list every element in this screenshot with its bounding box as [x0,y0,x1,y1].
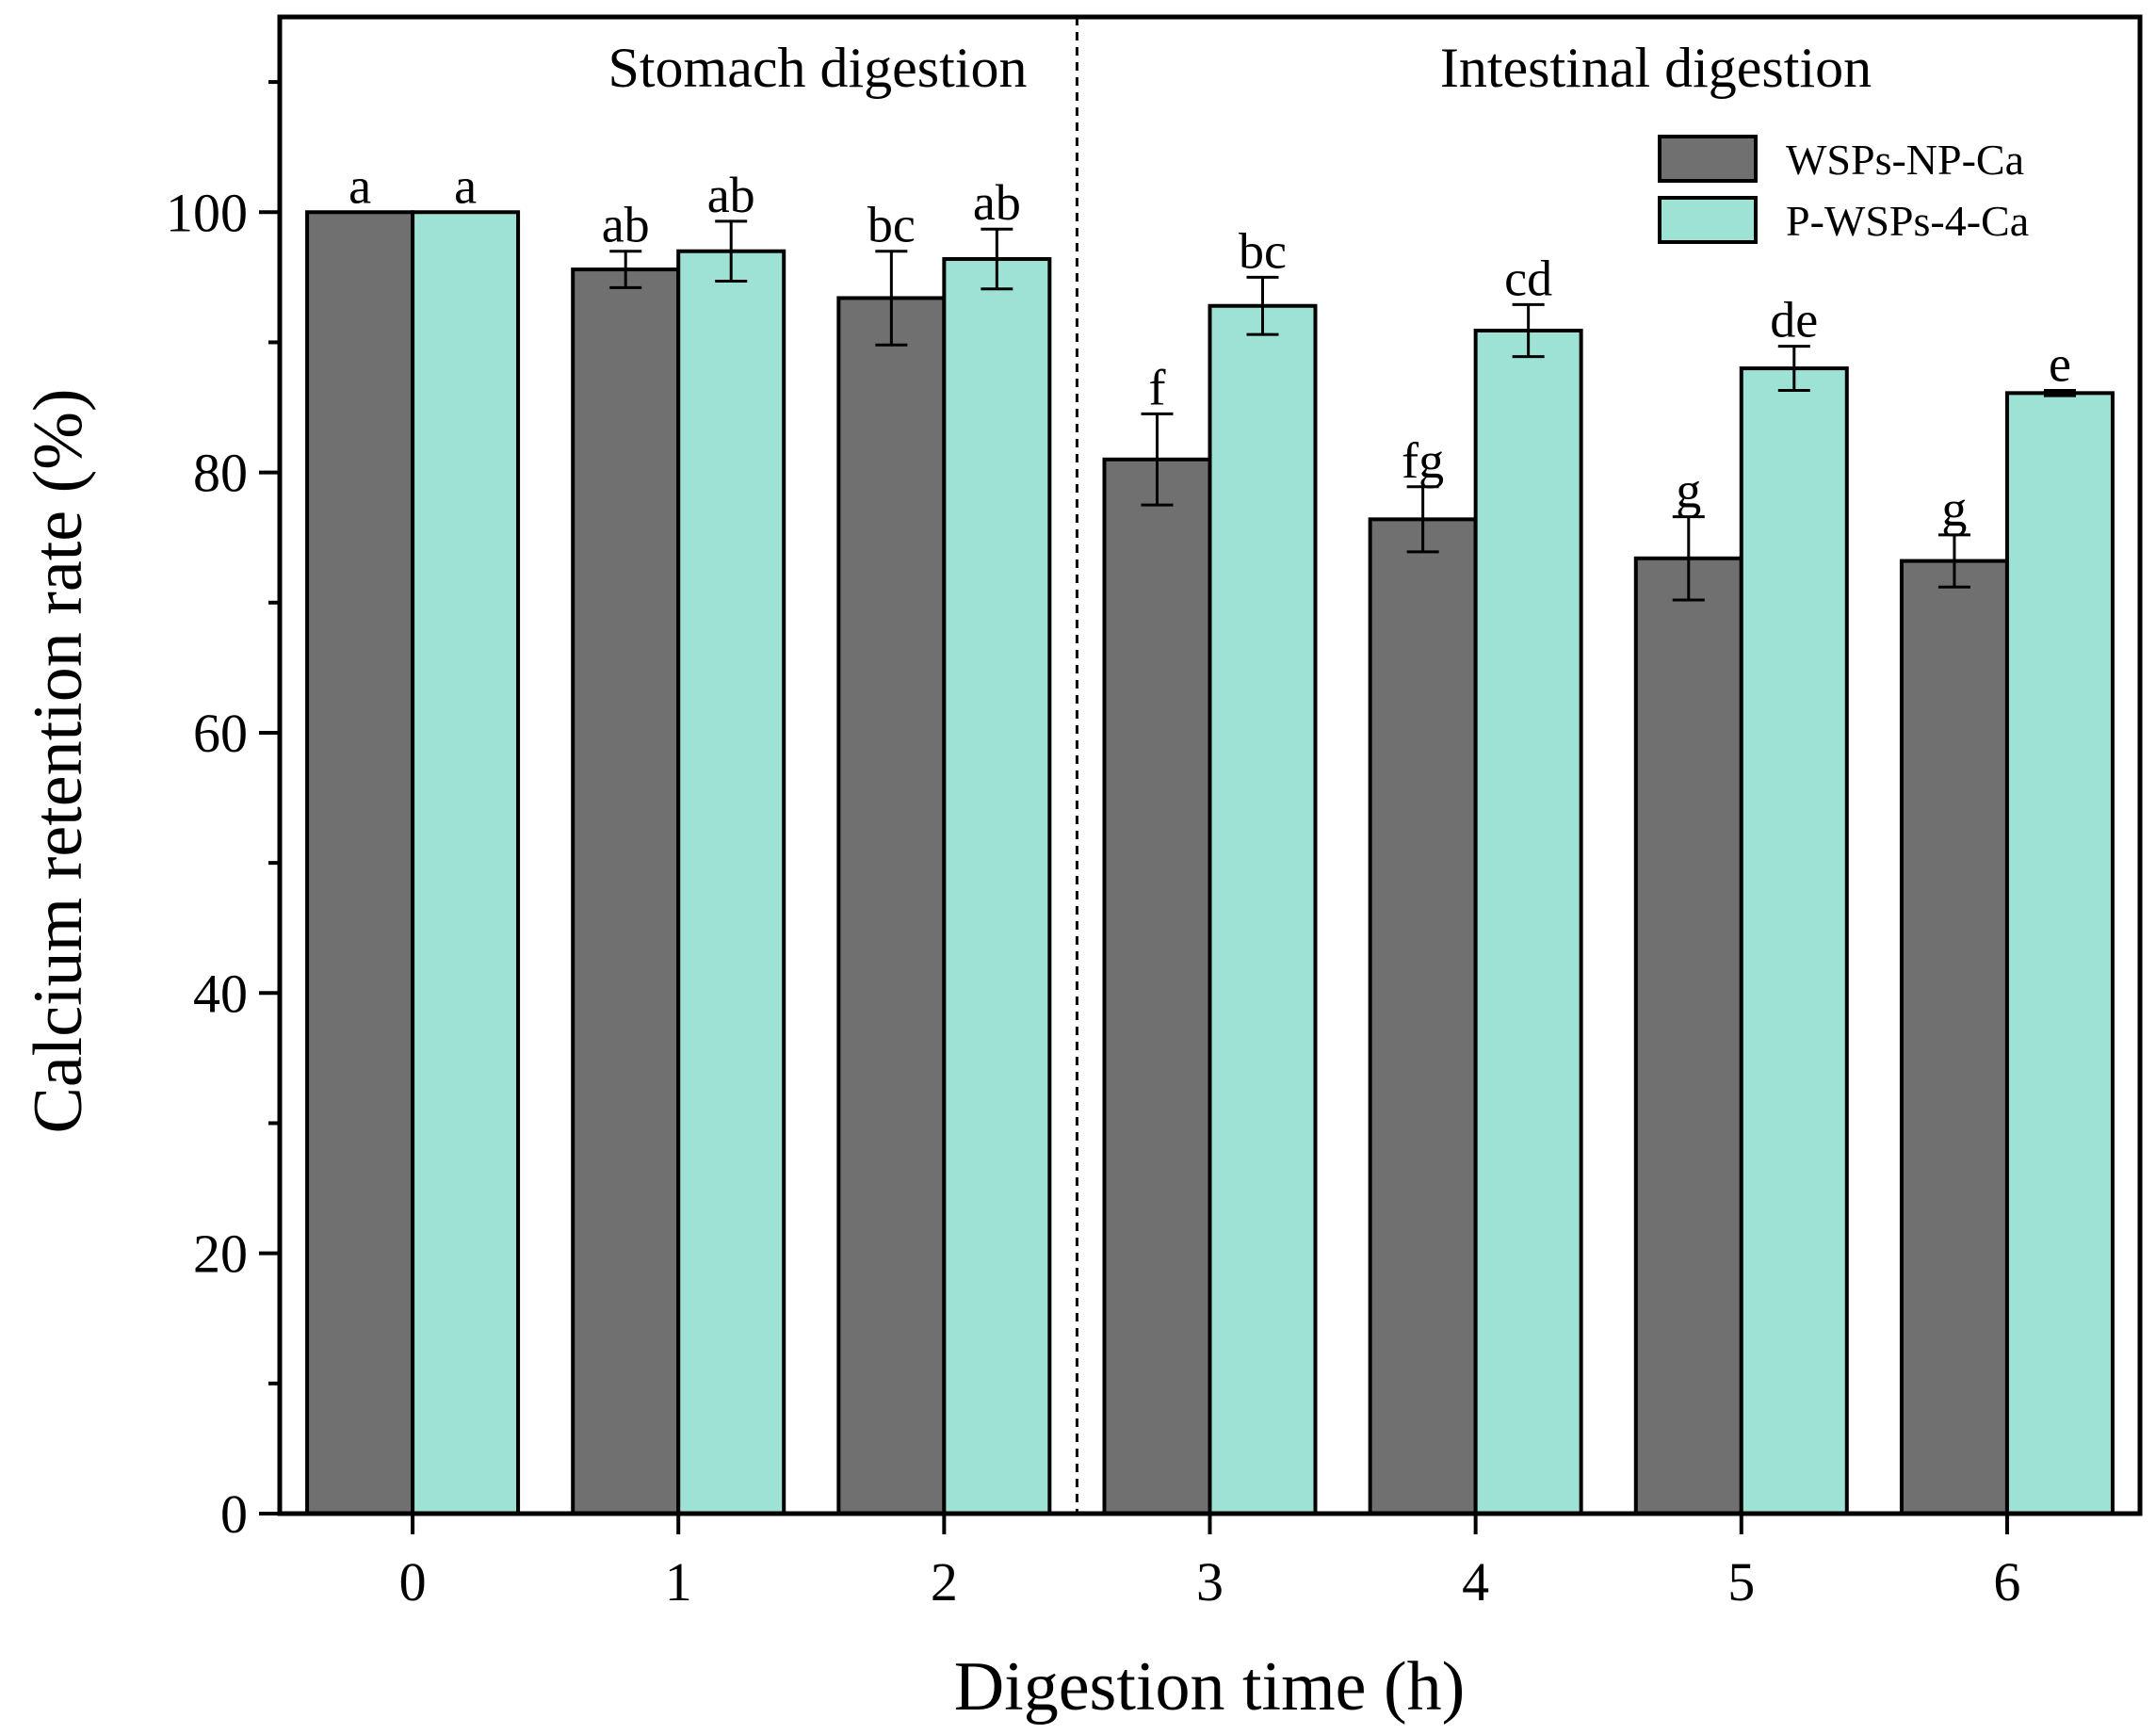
tick-labels-layer: 0 20 40 60 80 100 0 1 2 3 4 5 6 [166,182,2020,1612]
error-bar-p-wsps-4-ca-5 [1777,345,1810,393]
significance-label-p-wsps-4-ca-2: ab [973,174,1021,231]
significance-label-wsps-np-ca-6: g [1941,480,1967,537]
significance-label-p-wsps-4-ca-0: a [454,157,477,214]
y-tick-label-40: 40 [193,963,248,1024]
y-tick-label-80: 80 [193,443,248,504]
y-tick-label-20: 20 [193,1224,248,1285]
legend-label-wsps-np-ca: WSPs-NP-Ca [1786,136,2024,184]
y-tick-label-100: 100 [166,182,248,243]
bar-wsps-np-ca-6 [1899,559,2009,1515]
error-bar-wsps-np-ca-3 [1141,412,1174,507]
significance-label-wsps-np-ca-1: ab [602,197,650,253]
bar-wsps-np-ca-0 [305,210,415,1515]
legend-label-p-wsps-4-ca: P-WSPs-4-Ca [1786,197,2029,245]
x-tick-label-1: 1 [665,1551,692,1612]
x-tick-label-0: 0 [399,1551,427,1612]
significance-label-p-wsps-4-ca-4: cd [1504,250,1552,306]
error-bar-wsps-np-ca-2 [875,250,908,347]
error-bar-wsps-np-ca-1 [609,250,642,289]
y-tick-label-60: 60 [193,703,248,764]
bar-p-wsps-4-ca-6 [2004,391,2115,1515]
x-tick-label-2: 2 [931,1551,958,1612]
error-bar-p-wsps-4-ca-4 [1512,302,1545,359]
section-label-stomach: Stomach digestion [608,37,1028,99]
x-axis-title: Digestion time (h) [954,1648,1466,1726]
x-tick-label-6: 6 [1993,1551,2020,1612]
significance-label-wsps-np-ca-2: bc [867,197,916,253]
x-tick-label-5: 5 [1727,1551,1755,1612]
bar-p-wsps-4-ca-2 [942,257,1052,1516]
bar-p-wsps-4-ca-0 [411,210,521,1515]
axis-ticks-layer [259,80,2009,1534]
error-bars-layer [609,219,2076,602]
error-bar-p-wsps-4-ca-2 [981,227,1013,291]
bar-p-wsps-4-ca-3 [1208,303,1318,1515]
x-tick-label-3: 3 [1196,1551,1224,1612]
significance-label-wsps-np-ca-5: g [1676,462,1701,519]
bar-wsps-np-ca-1 [571,267,681,1516]
significance-label-p-wsps-4-ca-5: de [1770,292,1818,348]
significance-label-p-wsps-4-ca-1: ab [707,167,755,223]
bar-p-wsps-4-ca-5 [1739,366,1849,1515]
error-bar-p-wsps-4-ca-1 [715,219,748,283]
x-tick-label-4: 4 [1462,1551,1489,1612]
significance-label-wsps-np-ca-4: fg [1402,432,1444,489]
y-tick-label-0: 0 [220,1483,248,1545]
error-bar-wsps-np-ca-6 [1937,533,1970,589]
significance-label-p-wsps-4-ca-6: e [2049,336,2071,393]
legend: WSPs-NP-Ca P-WSPs-4-Ca [1658,135,2029,245]
significance-label-wsps-np-ca-0: a [349,157,371,214]
bar-wsps-np-ca-5 [1633,556,1743,1515]
bars-layer [305,210,2115,1516]
bar-wsps-np-ca-3 [1102,457,1212,1516]
bar-wsps-np-ca-2 [836,296,947,1515]
legend-swatch-p-wsps-4-ca [1658,196,1758,244]
significance-labels-layer: a ab bc f fg g g a ab ab bc cd de e [349,157,2071,537]
error-bar-p-wsps-4-ca-6 [2043,389,2076,397]
section-label-intestinal: Intestinal digestion [1440,37,1872,99]
significance-label-p-wsps-4-ca-3: bc [1239,222,1287,279]
bar-p-wsps-4-ca-4 [1473,328,1583,1515]
error-bar-wsps-np-ca-4 [1406,485,1439,554]
bar-wsps-np-ca-4 [1368,517,1478,1515]
legend-swatch-wsps-np-ca [1658,135,1758,183]
error-bar-p-wsps-4-ca-3 [1246,275,1279,336]
bar-p-wsps-4-ca-1 [676,249,786,1516]
significance-label-wsps-np-ca-3: f [1149,359,1166,415]
y-axis-title: Calcium retention rate (%) [20,388,97,1133]
error-bar-wsps-np-ca-5 [1672,515,1705,602]
